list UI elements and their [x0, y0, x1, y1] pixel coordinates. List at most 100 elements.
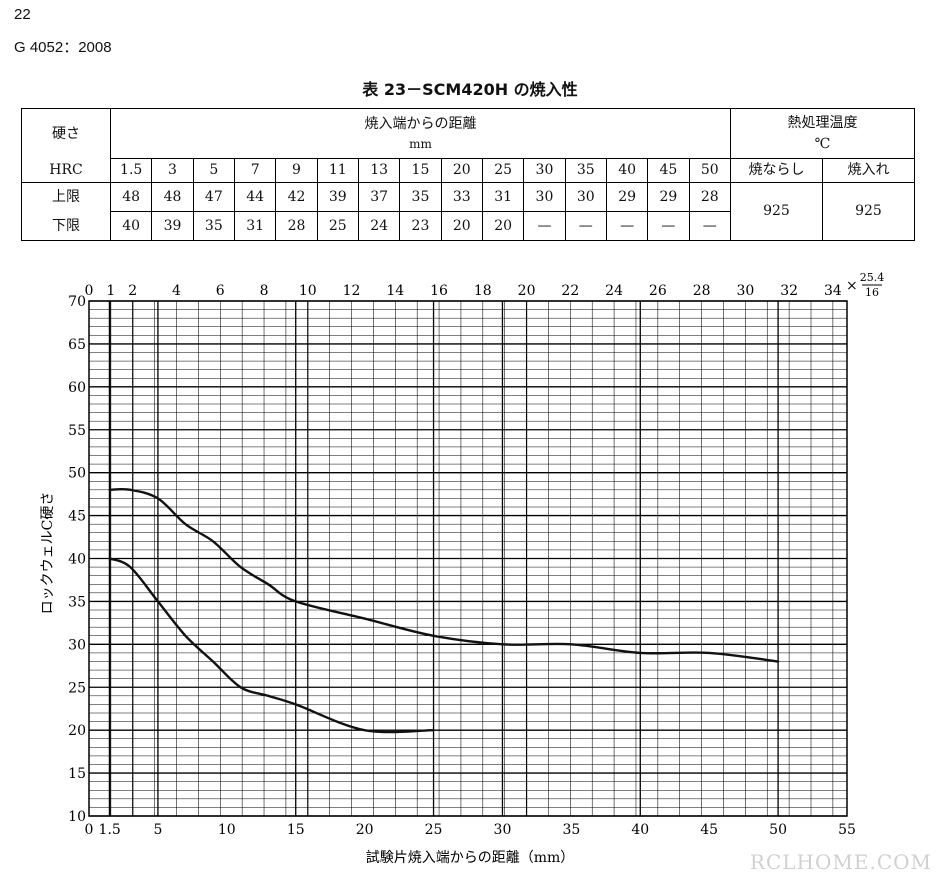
- lower-limit-cell: 28: [275, 211, 318, 241]
- top-tick-labels: 0 1 2 4 6 8 10 12 14 16 18 20 22 24 26 28 30 32 34: [85, 283, 842, 299]
- top-tick-label: 8: [260, 283, 269, 299]
- distance-cell: 20: [440, 158, 483, 183]
- x-tick-label: 0: [85, 822, 94, 838]
- lower-limit-cell: 23: [399, 211, 442, 241]
- y-tick-label: 55: [68, 423, 86, 439]
- x-tick-label: 40: [631, 822, 649, 838]
- x-tick-label: 25: [425, 822, 443, 838]
- upper-limit-cell: 29: [605, 182, 649, 212]
- x-axis-label: 試験片焼入端からの距離（mm）: [366, 849, 575, 866]
- hardenability-chart: 0 1.5 5 10 15 20 25 30 35 40 45 50 55 10152025303540…: [40, 271, 884, 866]
- upper-limit-cell: 29: [647, 182, 690, 212]
- top-tick-label: 18: [474, 283, 492, 299]
- distance-cell: 11: [316, 158, 359, 183]
- y-axis-label: ロックウェルC硬さ: [40, 492, 56, 615]
- distance-cell: 7: [233, 158, 277, 183]
- celsius-label: ℃: [814, 135, 831, 152]
- document-id: G 4052：2008: [14, 39, 112, 56]
- hrc-label: HRC: [21, 158, 111, 183]
- lower-limit-cell: —: [564, 211, 607, 241]
- quench-label: 焼入れ: [821, 158, 915, 183]
- lower-limit-curve: [108, 557, 435, 734]
- normalize-label: 焼ならし: [729, 158, 823, 183]
- x-tick-label: 30: [494, 822, 512, 838]
- x-tick-labels: 0 1.5 5 10 15 20 25 30 35 40 45 50 55: [85, 822, 856, 838]
- distance-cell: 5: [192, 158, 235, 183]
- normalize-temp: 925: [729, 182, 823, 241]
- upper-limit-cell: 48: [151, 182, 194, 212]
- distance-cell: 50: [688, 158, 731, 183]
- upper-limit-curve: [108, 487, 780, 663]
- upper-limit-cell: 37: [357, 182, 401, 212]
- y-tick-label: 20: [68, 723, 86, 739]
- top-unit-denominator: 16: [865, 286, 879, 299]
- upper-limit-cell: 30: [564, 182, 607, 212]
- page-number: 22: [14, 6, 31, 23]
- y-tick-label: 25: [68, 680, 86, 696]
- distance-cell: 30: [523, 158, 566, 183]
- upper-limit-cell: 30: [523, 182, 566, 212]
- distance-cell: 13: [357, 158, 401, 183]
- major-grid: [89, 300, 847, 817]
- top-tick-label: 4: [172, 283, 181, 299]
- heat-treat-header: 熱処理温度 ℃: [729, 108, 915, 159]
- x-tick-label: 55: [838, 822, 856, 838]
- top-tick-label: 14: [386, 283, 404, 299]
- top-tick-label: 2: [128, 283, 137, 299]
- y-tick-label: 45: [68, 509, 86, 525]
- series-group: [108, 487, 780, 734]
- top-tick-label: 30: [736, 283, 754, 299]
- top-tick-label: 16: [430, 283, 448, 299]
- y-tick-label: 50: [68, 466, 86, 482]
- lower-limit-cell: —: [605, 211, 649, 241]
- hardness-header: 硬さ: [21, 108, 111, 159]
- x-tick-label: 50: [769, 822, 787, 838]
- y-tick-label: 35: [68, 594, 86, 610]
- upper-label: 上限: [21, 182, 111, 212]
- upper-limit-cell: 47: [192, 182, 235, 212]
- hardenability-table: 硬さ 焼入端からの距離 mm 熱処理温度 ℃ HRC 1.5 3 5 7 9 11 13 15…: [21, 108, 915, 241]
- hardness-label: 硬さ: [52, 125, 80, 142]
- y-tick-label: 65: [68, 337, 86, 353]
- x-tick-label: 45: [700, 822, 718, 838]
- x-tick-label: 15: [287, 822, 305, 838]
- top-tick-label: 34: [824, 283, 842, 299]
- y-tick-label: 30: [68, 637, 86, 653]
- distance-cell: 3: [151, 158, 194, 183]
- watermark: RCLHOME.COM: [749, 850, 932, 874]
- x-tick-label: 1.5: [99, 822, 121, 838]
- lower-limit-cell: 40: [109, 211, 153, 241]
- distance-cell: 35: [564, 158, 607, 183]
- y-tick-label: 60: [68, 380, 86, 396]
- upper-limit-cell: 48: [109, 182, 153, 212]
- distance-cell: 15: [399, 158, 442, 183]
- upper-limit-cell: 44: [233, 182, 277, 212]
- quench-temp: 925: [821, 182, 915, 241]
- y-tick-label: 15: [68, 766, 86, 782]
- heat-treat-label: 熱処理温度: [787, 115, 858, 132]
- upper-limit-cell: 33: [440, 182, 483, 212]
- lower-limit-cell: 24: [357, 211, 401, 241]
- distance-cell: 9: [275, 158, 318, 183]
- top-tick-label: 6: [216, 283, 225, 299]
- upper-limit-cell: 28: [688, 182, 731, 212]
- x-tick-label: 20: [356, 822, 374, 838]
- x-tick-label: 5: [153, 822, 162, 838]
- table-title: 表 23－SCM420H の焼入性: [362, 80, 578, 99]
- top-tick-label: 0: [85, 283, 94, 299]
- lower-limit-cell: 20: [481, 211, 525, 241]
- distance-label: 焼入端からの距離: [364, 115, 477, 132]
- lower-limit-cell: 20: [440, 211, 483, 241]
- lower-limit-cell: 39: [151, 211, 194, 241]
- mm-label: mm: [409, 136, 432, 151]
- lower-limit-cell: 31: [233, 211, 277, 241]
- top-tick-label: 24: [605, 283, 623, 299]
- plot-frame: [88, 300, 848, 817]
- top-tick-label: 1: [106, 283, 115, 299]
- upper-limit-cell: 35: [399, 182, 442, 212]
- lower-limit-cell: —: [688, 211, 731, 241]
- x-tick-label: 35: [562, 822, 580, 838]
- distance-cell: 25: [481, 158, 525, 183]
- top-tick-label: 20: [518, 283, 536, 299]
- y-tick-label: 40: [68, 552, 86, 568]
